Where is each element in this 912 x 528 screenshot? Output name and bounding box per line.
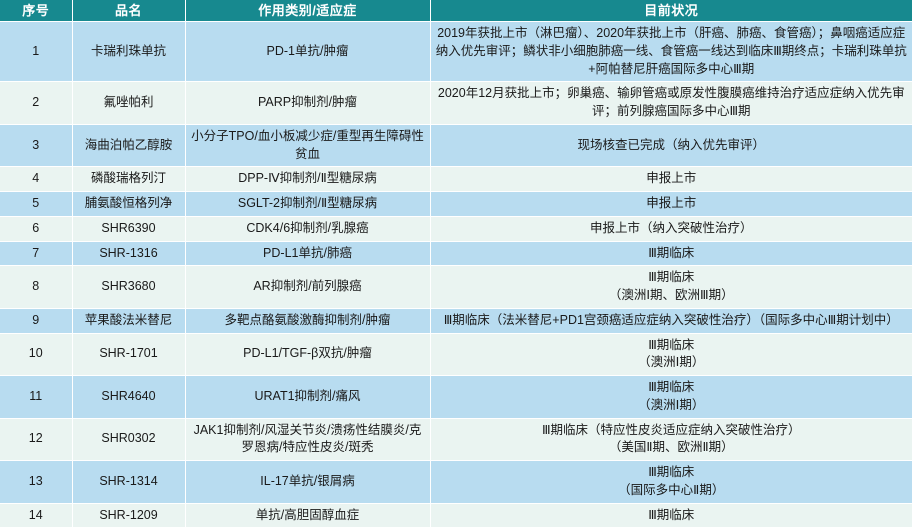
status-line: （美国Ⅱ期、欧洲Ⅱ期） — [608, 440, 734, 455]
cell-name: SHR4640 — [72, 375, 186, 419]
table-row: 5 脯氨酸恒格列净 SGLT-2抑制剂/Ⅱ型糖尿病 申报上市 — [0, 191, 912, 217]
status-line: 2020年12月获批上市；卵巢癌、输卵管癌或原发性腹膜癌维持治疗适应症纳入优先审… — [437, 86, 905, 118]
cell-status: Ⅲ期临床 （澳洲Ⅰ期、欧洲Ⅲ期） — [430, 265, 912, 309]
table-row: 11 SHR4640 URAT1抑制剂/痛风 Ⅲ期临床 （澳洲Ⅰ期） — [0, 375, 912, 419]
cell-index: 9 — [0, 308, 73, 334]
cell-class: PD-L1/TGF-β双抗/肿瘤 — [185, 333, 431, 376]
status-line: Ⅲ期临床 — [648, 245, 695, 260]
column-header-name: 品名 — [72, 0, 186, 22]
status-line: Ⅲ期临床（特应性皮炎适应症纳入突破性治疗） — [541, 422, 801, 437]
cell-class: URAT1抑制剂/痛风 — [185, 375, 431, 419]
cell-name: SHR-1209 — [72, 503, 186, 528]
cell-class: PD-L1单抗/肺癌 — [185, 241, 431, 267]
cell-index: 6 — [0, 216, 73, 242]
table-row: 14 SHR-1209 单抗/高胆固醇血症 Ⅲ期临床 — [0, 503, 912, 528]
cell-status: Ⅲ期临床（法米替尼+PD1宫颈癌适应症纳入突破性治疗）（国际多中心Ⅲ期计划中） — [430, 308, 912, 334]
cell-index: 3 — [0, 124, 73, 168]
cell-index: 13 — [0, 460, 73, 504]
cell-status: Ⅲ期临床（特应性皮炎适应症纳入突破性治疗） （美国Ⅱ期、欧洲Ⅱ期） — [430, 418, 912, 461]
cell-status: 2019年获批上市（淋巴瘤）、2020年获批上市（肝癌、肺癌、食管癌）；鼻咽癌适… — [430, 21, 912, 83]
cell-status: 申报上市 — [430, 166, 912, 192]
cell-name: SHR3680 — [72, 265, 186, 309]
table-row: 6 SHR6390 CDK4/6抑制剂/乳腺癌 申报上市（纳入突破性治疗） — [0, 216, 912, 242]
table-row: 9 苹果酸法米替尼 多靶点酪氨酸激酶抑制剂/肿瘤 Ⅲ期临床（法米替尼+PD1宫颈癌适应… — [0, 308, 912, 334]
status-line: 申报上市（纳入突破性治疗） — [589, 220, 753, 235]
cell-status: Ⅲ期临床 — [430, 503, 912, 528]
cell-index: 7 — [0, 241, 73, 267]
status-line: 申报上市 — [646, 196, 697, 210]
cell-status: Ⅲ期临床 （澳洲Ⅰ期） — [430, 375, 912, 419]
cell-index: 10 — [0, 333, 73, 376]
column-header-class: 作用类别/适应症 — [185, 0, 431, 22]
status-line: Ⅲ期临床 — [648, 507, 695, 522]
status-line: Ⅲ期临床 — [648, 465, 695, 479]
cell-name: SHR-1316 — [72, 241, 186, 267]
cell-index: 2 — [0, 81, 73, 125]
status-line: （国际多中心Ⅱ期） — [618, 482, 725, 497]
cell-class: CDK4/6抑制剂/乳腺癌 — [185, 216, 431, 242]
status-line: 申报上市 — [646, 171, 697, 186]
cell-status: 现场核查已完成（纳入优先审评） — [430, 124, 912, 168]
cell-status: Ⅲ期临床 （国际多中心Ⅱ期） — [430, 460, 912, 504]
cell-class: PARP抑制剂/肿瘤 — [185, 81, 431, 125]
cell-class: 小分子TPO/血小板减少症/重型再生障碍性贫血 — [185, 124, 431, 168]
table-row: 7 SHR-1316 PD-L1单抗/肺癌 Ⅲ期临床 — [0, 241, 912, 267]
table-row: 1 卡瑞利珠单抗 PD-1单抗/肿瘤 2019年获批上市（淋巴瘤）、2020年获批上市… — [0, 21, 912, 83]
cell-status: Ⅲ期临床 （澳洲Ⅰ期） — [430, 333, 912, 376]
table-row: 12 SHR0302 JAK1抑制剂/风湿关节炎/溃疡性结膜炎/克罗恩病/特应性皮炎… — [0, 418, 912, 461]
cell-name: SHR6390 — [72, 216, 186, 242]
cell-index: 11 — [0, 375, 73, 419]
table-row: 3 海曲泊帕乙醇胺 小分子TPO/血小板减少症/重型再生障碍性贫血 现场核查已完成（纳… — [0, 124, 912, 168]
cell-status: 申报上市（纳入突破性治疗） — [430, 216, 912, 242]
cell-class: DPP-Ⅳ抑制剂/Ⅱ型糖尿病 — [185, 166, 431, 192]
status-line: Ⅲ期临床 — [648, 380, 695, 394]
status-line: （澳洲Ⅰ期） — [638, 397, 705, 412]
status-line: 2019年获批上市（淋巴瘤）、2020年获批上市（肝癌、肺癌、食管癌）；鼻咽癌适… — [435, 26, 907, 76]
cell-name: 卡瑞利珠单抗 — [72, 21, 186, 83]
cell-index: 14 — [0, 503, 73, 528]
cell-name: SHR0302 — [72, 418, 186, 461]
table-row: 13 SHR-1314 IL-17单抗/银屑病 Ⅲ期临床 （国际多中心Ⅱ期） — [0, 460, 912, 504]
cell-index: 4 — [0, 166, 73, 192]
status-line: Ⅲ期临床 — [648, 270, 695, 285]
cell-index: 8 — [0, 265, 73, 309]
cell-name: 氟唑帕利 — [72, 81, 186, 125]
column-header-index: 序号 — [0, 0, 73, 22]
cell-class: 多靶点酪氨酸激酶抑制剂/肿瘤 — [185, 308, 431, 334]
cell-name: SHR-1314 — [72, 460, 186, 504]
cell-class: IL-17单抗/银屑病 — [185, 460, 431, 504]
status-line: （澳洲Ⅰ期、欧洲Ⅲ期） — [608, 288, 734, 302]
table-row: 2 氟唑帕利 PARP抑制剂/肿瘤 2020年12月获批上市；卵巢癌、输卵管癌或原发性… — [0, 81, 912, 125]
status-line: Ⅲ期临床 — [648, 337, 695, 352]
cell-index: 5 — [0, 191, 73, 217]
cell-class: 单抗/高胆固醇血症 — [185, 503, 431, 528]
cell-status: 申报上市 — [430, 191, 912, 217]
cell-index: 1 — [0, 21, 73, 83]
column-header-status: 目前状况 — [430, 0, 912, 22]
cell-class: SGLT-2抑制剂/Ⅱ型糖尿病 — [185, 191, 431, 217]
cell-name: 海曲泊帕乙醇胺 — [72, 124, 186, 168]
cell-status: Ⅲ期临床 — [430, 241, 912, 267]
table-row: 8 SHR3680 AR抑制剂/前列腺癌 Ⅲ期临床 （澳洲Ⅰ期、欧洲Ⅲ期） — [0, 265, 912, 309]
cell-class: JAK1抑制剂/风湿关节炎/溃疡性结膜炎/克罗恩病/特应性皮炎/斑秃 — [185, 418, 431, 461]
status-line: 现场核查已完成（纳入优先审评） — [577, 137, 765, 152]
cell-name: 磷酸瑞格列汀 — [72, 166, 186, 192]
table-row: 10 SHR-1701 PD-L1/TGF-β双抗/肿瘤 Ⅲ期临床 （澳洲Ⅰ期） — [0, 333, 912, 376]
cell-name: 苹果酸法米替尼 — [72, 308, 186, 334]
table-header-row: 序号 品名 作用类别/适应症 目前状况 — [0, 0, 912, 22]
table-body: 1 卡瑞利珠单抗 PD-1单抗/肿瘤 2019年获批上市（淋巴瘤）、2020年获批上市… — [0, 21, 912, 528]
table-row: 4 磷酸瑞格列汀 DPP-Ⅳ抑制剂/Ⅱ型糖尿病 申报上市 — [0, 166, 912, 192]
status-line: Ⅲ期临床（法米替尼+PD1宫颈癌适应症纳入突破性治疗）（国际多中心Ⅲ期计划中） — [443, 312, 899, 327]
cell-status: 2020年12月获批上市；卵巢癌、输卵管癌或原发性腹膜癌维持治疗适应症纳入优先审… — [430, 81, 912, 125]
cell-index: 12 — [0, 418, 73, 461]
cell-class: AR抑制剂/前列腺癌 — [185, 265, 431, 309]
cell-name: 脯氨酸恒格列净 — [72, 191, 186, 217]
status-line: （澳洲Ⅰ期） — [638, 355, 705, 370]
table-header: 序号 品名 作用类别/适应症 目前状况 — [0, 0, 912, 22]
cell-class: PD-1单抗/肿瘤 — [185, 21, 431, 83]
cell-name: SHR-1701 — [72, 333, 186, 376]
